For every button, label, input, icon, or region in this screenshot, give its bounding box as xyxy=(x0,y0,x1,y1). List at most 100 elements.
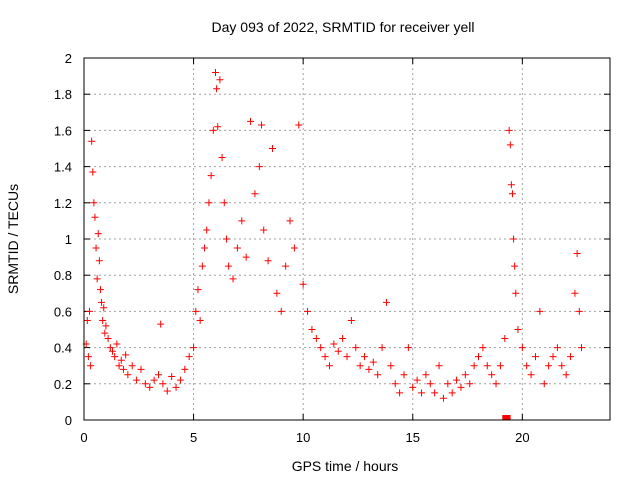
data-point xyxy=(523,362,531,370)
data-point xyxy=(176,376,184,384)
data-point xyxy=(99,316,107,324)
data-point xyxy=(391,380,399,388)
data-point xyxy=(117,356,125,364)
data-point xyxy=(308,326,316,333)
data-point xyxy=(378,344,386,352)
data-point xyxy=(549,353,557,361)
data-point xyxy=(453,376,461,384)
data-point xyxy=(108,347,116,355)
data-point xyxy=(527,371,535,379)
data-point xyxy=(562,371,570,379)
data-point xyxy=(209,126,217,134)
data-point xyxy=(242,253,250,261)
data-point xyxy=(553,344,561,352)
data-point xyxy=(321,353,329,361)
data-point xyxy=(426,380,434,388)
data-point xyxy=(181,365,189,373)
chart-title: Day 093 of 2022, SRMTID for receiver yel… xyxy=(212,19,475,35)
data-point xyxy=(361,353,369,361)
data-point xyxy=(400,371,408,379)
data-point xyxy=(422,371,430,379)
data-point xyxy=(369,358,377,366)
data-point xyxy=(352,344,360,352)
data-point xyxy=(172,383,180,391)
data-point xyxy=(159,380,167,388)
data-point xyxy=(122,351,130,359)
data-point xyxy=(133,376,141,384)
data-point xyxy=(439,394,447,402)
y-tick-label: 1.6 xyxy=(54,123,72,138)
data-point xyxy=(220,199,228,207)
gap-marker xyxy=(505,415,511,420)
data-point xyxy=(94,230,102,238)
data-point xyxy=(404,344,412,352)
data-point xyxy=(457,383,465,391)
x-tick-label: 10 xyxy=(296,430,310,445)
data-point xyxy=(277,307,285,315)
gap-marker xyxy=(502,415,508,420)
data-point xyxy=(512,289,520,297)
data-point xyxy=(514,326,522,333)
data-point xyxy=(511,262,519,270)
data-point xyxy=(98,298,106,306)
data-point xyxy=(273,289,281,297)
data-point xyxy=(194,286,202,294)
data-point xyxy=(508,190,516,198)
data-point xyxy=(325,362,333,370)
data-point xyxy=(124,371,132,379)
data-point xyxy=(222,235,230,243)
data-point xyxy=(84,353,92,361)
y-tick-label: 1.2 xyxy=(54,196,72,211)
data-point xyxy=(96,286,104,294)
data-point xyxy=(347,316,355,324)
data-point xyxy=(431,389,439,397)
data-point xyxy=(510,235,518,243)
data-point xyxy=(150,376,158,384)
data-point xyxy=(168,373,176,381)
data-point xyxy=(87,362,95,370)
data-point xyxy=(418,389,426,397)
data-point xyxy=(216,76,224,84)
y-tick-label: 2 xyxy=(65,51,72,66)
data-point xyxy=(203,226,211,234)
data-point xyxy=(317,344,325,352)
data-point xyxy=(90,199,98,207)
data-point xyxy=(207,172,215,180)
data-point xyxy=(286,217,294,225)
data-point xyxy=(213,85,221,93)
data-point xyxy=(545,362,553,370)
x-axis-label: GPS time / hours xyxy=(292,458,399,474)
data-point xyxy=(85,307,93,315)
data-point xyxy=(190,344,198,352)
data-point xyxy=(365,365,373,373)
data-point xyxy=(102,322,110,330)
data-point xyxy=(558,362,566,370)
data-point xyxy=(382,298,390,306)
data-point xyxy=(115,362,123,370)
data-point xyxy=(157,320,165,328)
data-point xyxy=(374,371,382,379)
data-point xyxy=(91,213,99,221)
y-tick-label: 1 xyxy=(65,232,72,247)
data-point xyxy=(540,380,548,388)
data-point xyxy=(518,344,526,352)
data-point xyxy=(233,244,241,252)
data-point xyxy=(343,353,351,361)
data-point xyxy=(141,380,149,388)
y-tick-labels: 0 0.2 0.4 0.6 0.8 1 1.2 1.4 1.6 1.8 2 xyxy=(54,51,72,428)
data-point xyxy=(214,123,222,131)
data-point xyxy=(334,347,342,355)
data-point xyxy=(575,307,583,315)
data-point xyxy=(198,262,206,270)
data-point xyxy=(475,353,482,361)
data-point xyxy=(501,335,509,343)
data-point xyxy=(435,362,443,370)
grid-lines xyxy=(84,58,610,420)
data-point xyxy=(258,121,266,129)
data-point xyxy=(466,380,474,388)
data-point xyxy=(264,257,272,265)
data-point xyxy=(229,275,237,283)
data-point xyxy=(88,137,96,145)
data-point xyxy=(531,353,539,361)
